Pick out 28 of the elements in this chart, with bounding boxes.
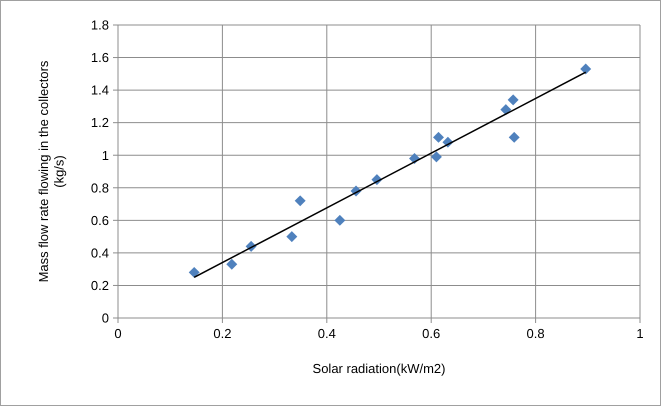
x-tick-label: 0: [114, 326, 122, 341]
point: [188, 266, 200, 278]
x-tick-label: 0.8: [526, 326, 545, 341]
point: [334, 214, 346, 226]
point: [508, 132, 520, 143]
point: [286, 231, 298, 242]
point: [430, 151, 442, 162]
y-tick-label: 0.8: [90, 180, 109, 196]
y-tick-label: 0.4: [90, 245, 109, 260]
y-tick-label: 1.2: [90, 115, 109, 130]
y-tick-label: 1.8: [90, 18, 109, 33]
y-tick-label: 0.2: [90, 278, 109, 293]
point: [226, 258, 238, 270]
y-tick-label: 0.6: [90, 212, 109, 228]
point: [508, 94, 519, 106]
point: [294, 195, 306, 206]
y-tick-label: 1.6: [90, 50, 109, 66]
x-tick-label: 0.6: [422, 326, 440, 341]
y-axis-title: Mass flow rate flowing in the collectors (kg/s): [36, 60, 67, 282]
x-tick-label: 1: [636, 326, 644, 341]
x-tick-label: 0.4: [318, 326, 336, 341]
y-tick-label: 1.4: [90, 82, 109, 98]
x-tick-label: 0.2: [213, 326, 232, 341]
y-tick-label: 0: [102, 310, 109, 326]
y-tick-label: 1: [102, 148, 109, 163]
x-axis-title: Solar radiation(kW/m2): [312, 361, 446, 376]
point: [580, 63, 592, 74]
point: [433, 132, 444, 143]
